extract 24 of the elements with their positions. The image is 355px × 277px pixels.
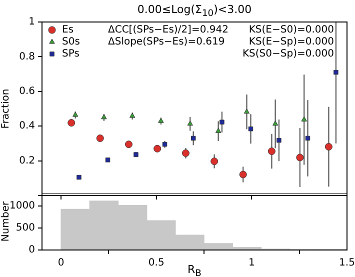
y-tick-label: 0.8 <box>19 51 35 62</box>
y-tick-label: 0.2 <box>19 155 35 166</box>
y-tick-label: 1000 <box>10 200 35 212</box>
x-tick-label: 1.5 <box>339 258 355 269</box>
annotation: KS(E−S0)=0.000 <box>248 24 334 36</box>
x-tick-label: 1 <box>248 258 255 269</box>
y-tick-label: 500 <box>16 222 35 234</box>
annotation: KS(E−Sp)=0.000 <box>248 36 334 48</box>
y-tick-label: 0.4 <box>19 120 35 132</box>
legend-label: Es <box>62 24 74 36</box>
y-tick-label: 0.6 <box>19 86 35 97</box>
legend-label: SPs <box>62 48 80 60</box>
y-tick-label: 1 <box>28 16 35 28</box>
x-tick-label: 0.5 <box>148 258 164 269</box>
annotation: ΔSlope(SPs−Es)=0.619 <box>108 36 225 48</box>
y-axis-title: Fraction <box>0 88 12 129</box>
chart-title: 0.00≤Log(Σ$_{10}$)<3.00 <box>137 3 252 20</box>
annotation: KS(S0−Sp)=0.000 <box>242 48 334 60</box>
y-tick-label: 0 <box>28 244 35 256</box>
annotation: ΔCC[(SPs−Es)/2]=0.942 <box>108 24 228 36</box>
y-axis-title: Number <box>0 200 12 242</box>
legend-label: S0s <box>62 36 80 48</box>
x-tick-label: 0 <box>58 258 64 269</box>
x-axis-title: R$_{B}$ <box>188 263 202 277</box>
